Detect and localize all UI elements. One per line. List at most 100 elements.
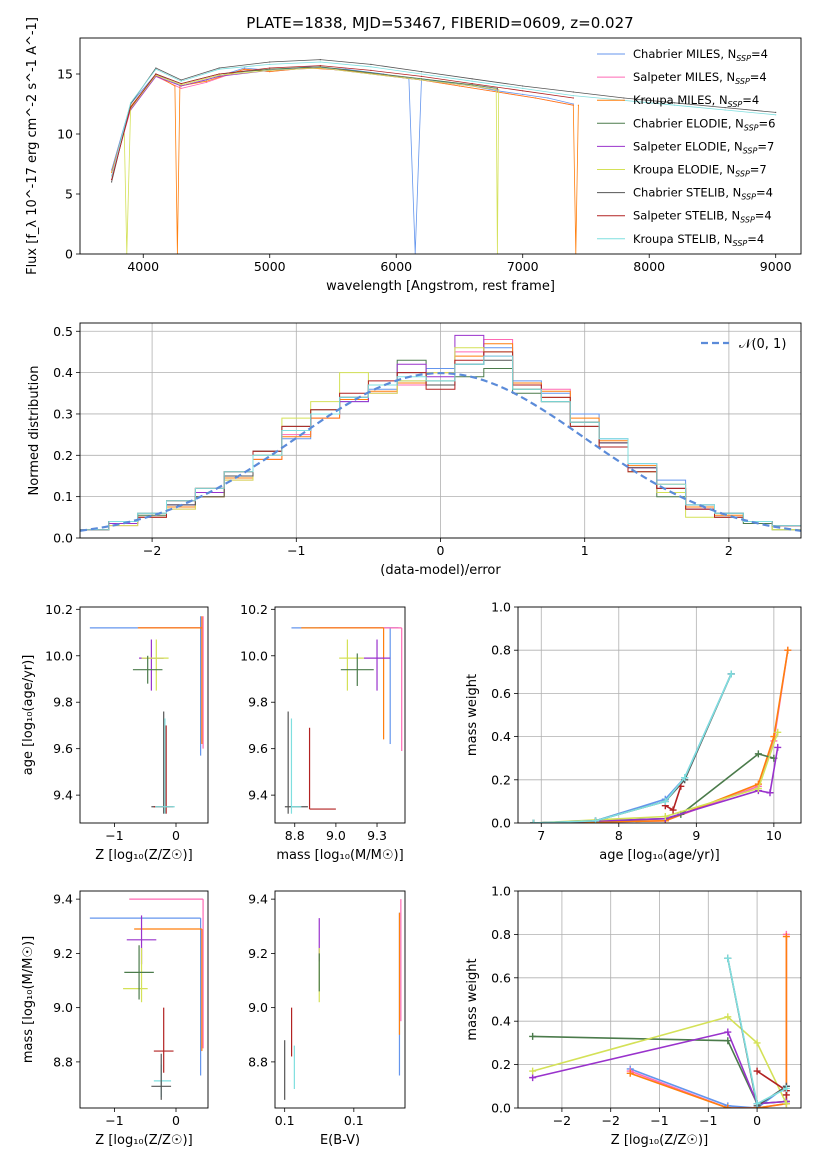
plot-area-spectrum [111,59,777,254]
legend-label-subscript: SSP [735,77,750,86]
y-tick-label: 0.4 [491,1014,511,1029]
y-axis-label: Normed distribution [27,366,42,496]
errorbar-point [363,639,391,691]
x-axis-label: Z [log₁₀(Z/Z☉)] [611,1133,708,1148]
x-axis-label: age [log₁₀(age/yr)] [599,848,720,863]
legend-label: 𝒩(0, 1) [739,337,786,352]
x-tick-label: 9.3 [367,828,387,843]
y-tick-label: 5 [65,187,73,202]
x-tick-label: 4000 [127,259,159,274]
legend-label-subscript: SSP [740,216,755,225]
spectrum-point [496,87,499,89]
errorbar-point [134,928,203,1052]
plus-marker [753,1100,761,1108]
legend-label: Kroupa STELIB, NSSP=4 [633,232,764,248]
spectrum-point [180,83,182,85]
y-tick-label: 10.0 [45,648,73,663]
x-axis-label: Z [log₁₀(Z/Z☉)] [95,1133,192,1148]
legend-label: Salpeter ELODIE, NSSP=7 [633,139,774,155]
y-tick-label: 8.8 [248,1054,268,1069]
y-tick-label: 0.6 [491,686,511,701]
spectrum-point [269,71,271,73]
spectrum-point [577,104,579,106]
spectrum-point [673,104,676,106]
y-tick-label: 0.3 [53,406,73,421]
legend-label-subscript: SSP [743,146,758,155]
spectrum-point [471,85,473,87]
y-axis-label: mass weight [465,674,480,756]
y-tick-label: 1.0 [491,600,511,615]
plus-marker [669,806,677,814]
y-tick-label: 9.4 [248,892,268,907]
x-axis-label: E(B-V) [320,1133,360,1148]
plus-marker [530,819,538,823]
x-axis-label: wavelength [Angstrom, rest frame] [326,279,555,294]
x-tick-label: 8 [615,828,623,843]
axes-frame [274,890,406,1109]
y-tick-label: 10.2 [45,602,73,617]
plus-marker [774,743,782,751]
spectrum-point [420,71,423,73]
mass-weight-line [629,936,788,1108]
y-tick-label: 9.0 [53,1000,73,1015]
residual-legend: 𝒩(0, 1) [701,337,786,352]
legend-label-suffix: =7 [750,163,767,177]
spectrum-point [319,61,321,63]
spectrum-point [547,97,549,99]
y-tick-label: 9.4 [248,788,268,803]
x-tick-label: −1 [105,1113,123,1128]
plot-area-age_vs_mass [284,627,403,814]
legend-label: Chabrier ELODIE, NSSP=6 [633,116,775,132]
spectrum-point [269,69,271,71]
spectrum-line [111,59,776,183]
plus-marker [766,789,774,797]
plus-marker [661,797,669,805]
errorbar-point [124,945,154,1000]
plot-area-age_vs_Z [89,616,204,814]
x-axis-label: Z [log₁₀(Z/Z☉)] [95,848,192,863]
spectrum-point [471,84,473,86]
legend-label-subscript: SSP [733,239,748,248]
legend-label-suffix: =7 [757,139,774,153]
legend-label-main: Kroupa STELIB, N [633,232,733,246]
errorbar-point [151,1053,172,1100]
y-tick-label: 9.0 [248,1000,268,1015]
plus-marker [784,646,792,654]
spectrum-point [111,181,113,183]
spectrum-point [129,107,132,109]
x-tick-label: 0 [172,1113,180,1128]
panel-mass_vs_Z: −1 0 8.8 9.0 9.2 9.4 Z [log₁₀(Z/Z☉)] mass [log₁… [21,890,209,1148]
y-tick-label: 0.4 [53,365,73,380]
errorbar-point [141,639,169,691]
spectrum-point [218,74,220,76]
plus-marker [782,933,790,941]
errorbar-point [123,947,148,1003]
errorbar-point [301,627,385,740]
plot-area-mass_vs_EBV [284,899,402,1100]
spectrum-point [370,73,372,75]
y-tick-label: 0.0 [53,531,73,546]
x-tick-label: −1 [287,543,305,558]
x-tick-label: 0 [753,1113,761,1128]
y-tick-label: 9.4 [53,892,73,907]
x-axis-label: (data-model)/error [380,563,501,578]
spectrum-point [180,84,182,86]
normal-reference-curve [80,371,801,532]
plus-marker [529,1074,537,1082]
legend-label-subscript: SSP [744,123,759,132]
legend-label: Kroupa MILES, NSSP=4 [633,93,759,109]
spectrum-point [243,67,246,69]
spectrum-point [129,102,132,104]
x-tick-label: 9000 [760,259,792,274]
y-tick-label: 0.2 [491,1057,511,1072]
spectrum-point [471,78,473,80]
plus-marker [529,1032,537,1040]
spectrum-point [420,75,423,77]
spectrum-point [522,90,524,92]
spectrum-point [420,79,423,81]
mass-weight-line [629,1068,787,1108]
axes-frame [79,890,209,1109]
x-tick-label: −1 [650,1113,668,1128]
